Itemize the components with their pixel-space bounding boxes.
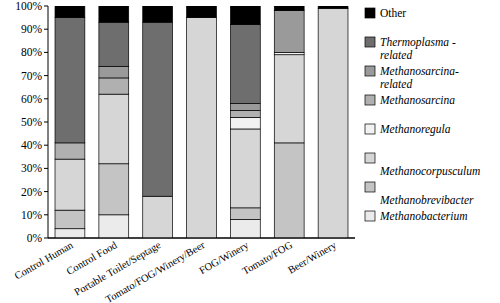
baseline	[48, 238, 355, 239]
legend-label: Thermoplasma -related	[380, 36, 456, 61]
bar-segment	[230, 25, 260, 104]
legend-label: Methanobacterium	[379, 210, 468, 222]
bar-segment	[274, 6, 304, 11]
bar-segment	[187, 18, 217, 238]
y-tick	[44, 29, 48, 30]
y-tick-label: 100%	[15, 0, 42, 12]
y-tick	[44, 145, 48, 146]
bar-segment	[318, 6, 348, 8]
bar-segment	[55, 210, 85, 229]
legend-swatch	[365, 95, 375, 105]
y-tick	[44, 52, 48, 53]
x-tick-label: Tomato/FOG	[240, 239, 294, 277]
bar-segment	[274, 143, 304, 238]
bar-segment	[99, 6, 129, 22]
bar-segment	[230, 129, 260, 208]
bar-segment	[55, 143, 85, 159]
legend-label: Methanoregula	[379, 123, 451, 136]
legend-label: Methanobrevibacter	[379, 194, 474, 206]
y-tick	[44, 191, 48, 192]
y-tick-label: 50%	[21, 116, 43, 128]
legend-swatch	[365, 124, 375, 134]
bar-segment	[274, 11, 304, 53]
bar-segment	[99, 78, 129, 94]
bar-segment	[55, 6, 85, 18]
bar-segment	[187, 6, 217, 18]
y-tick-label: 90%	[21, 23, 43, 35]
y-tick-label: 80%	[21, 46, 43, 58]
bar-segment	[143, 22, 173, 196]
x-tick-label: Beer/Winery	[286, 239, 339, 276]
legend-swatch	[365, 211, 375, 221]
y-tick-label: 60%	[21, 93, 43, 105]
bar-segment	[99, 164, 129, 215]
bar-segment	[230, 208, 260, 220]
y-tick-label: 20%	[21, 186, 43, 198]
y-tick-label: 30%	[21, 162, 43, 174]
bars	[55, 6, 348, 238]
bar-segment	[230, 6, 260, 25]
bar-segment	[230, 103, 260, 110]
y-tick	[44, 98, 48, 99]
y-tick	[44, 75, 48, 76]
y-tick	[44, 214, 48, 215]
legend-label: Methanocorpusculum	[379, 165, 480, 178]
bar-segment	[99, 22, 129, 66]
legend-swatch	[365, 8, 375, 18]
bar-segment	[318, 8, 348, 238]
x-axis	[48, 238, 355, 239]
bar-segment	[230, 110, 260, 117]
y-tick	[44, 122, 48, 123]
legend-label: Methanosarcina	[379, 94, 455, 106]
legend-swatch	[365, 37, 375, 47]
bar-segment	[143, 6, 173, 22]
y-tick-label: 70%	[21, 70, 43, 82]
bar-segment	[55, 159, 85, 210]
bar-segment	[55, 229, 85, 238]
x-tick-label: Control Human	[13, 239, 76, 282]
y-tick	[44, 238, 48, 239]
x-tick-label: Tomato/FOG/Winery/Beer	[104, 239, 207, 303]
legend-swatch	[365, 153, 375, 163]
bar-segment	[55, 18, 85, 143]
legend-swatch	[365, 182, 375, 192]
bar-segment	[99, 66, 129, 78]
bar-segment	[230, 117, 260, 129]
bar-segment	[274, 55, 304, 143]
bar-segment	[99, 215, 129, 238]
y-tick-label: 0%	[27, 232, 43, 244]
legend-label: Other	[380, 7, 406, 19]
bar-segment	[143, 196, 173, 238]
y-tick	[44, 6, 48, 7]
y-tick-label: 40%	[21, 139, 43, 151]
y-tick	[44, 168, 48, 169]
bar-segment	[99, 94, 129, 164]
bar-segment	[230, 219, 260, 238]
y-tick-label: 10%	[21, 209, 43, 221]
legend-swatch	[365, 66, 375, 76]
legend-label: Methanosarcina-related	[379, 65, 459, 90]
